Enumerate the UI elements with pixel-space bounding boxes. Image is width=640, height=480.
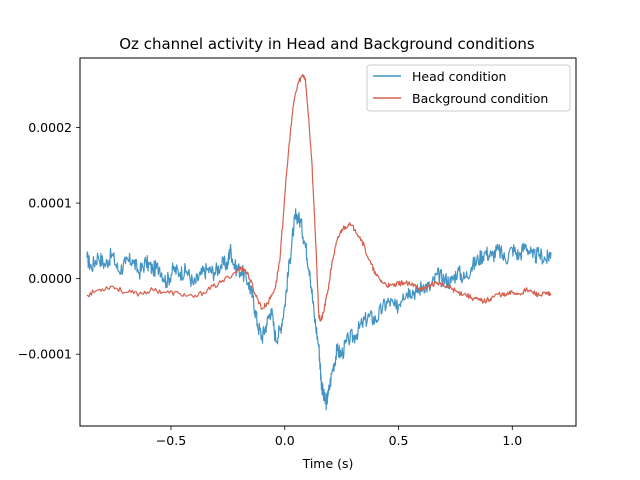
series-line-background (86, 74, 552, 322)
x-tick-label: 0.0 (275, 433, 295, 448)
chart-title: Oz channel activity in Head and Backgrou… (119, 35, 535, 53)
y-tick-label: −0.0001 (18, 347, 72, 362)
y-tick-label: 0.0002 (28, 120, 72, 135)
series-line-head (86, 208, 552, 411)
series-layer (86, 74, 552, 411)
plot-frame (79, 57, 577, 427)
x-tick-label: −0.5 (156, 433, 186, 448)
y-tick-label: 0.0000 (28, 271, 72, 286)
legend-label-head: Head condition (412, 69, 506, 84)
y-axis: −0.0001 0.0000 0.0001 0.0002 (18, 120, 80, 362)
legend-box (366, 64, 571, 112)
legend-label-background: Background condition (412, 91, 548, 106)
x-axis-label: Time (s) (302, 456, 354, 471)
legend: Head condition Background condition (366, 64, 571, 112)
x-tick-label: 1.0 (502, 433, 522, 448)
y-tick-label: 0.0001 (28, 196, 72, 211)
x-tick-label: 0.5 (389, 433, 409, 448)
x-axis: −0.5 0.0 0.5 1.0 (156, 426, 522, 448)
